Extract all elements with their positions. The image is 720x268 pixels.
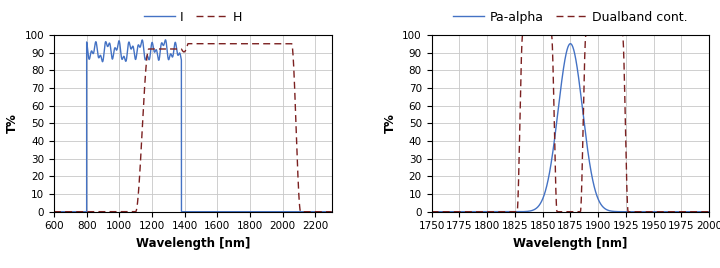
Line: H: H <box>54 44 332 212</box>
I <box>50 210 58 213</box>
I <box>99 56 108 59</box>
Pa-alpha <box>555 100 564 103</box>
H <box>292 133 301 136</box>
Pa-alpha <box>697 210 706 213</box>
Pa-alpha <box>441 210 450 213</box>
Pa-alpha <box>705 210 714 213</box>
Pa-alpha <box>427 210 436 213</box>
Pa-alpha <box>566 42 575 45</box>
Dualband cont. <box>475 210 484 213</box>
Dualband cont. <box>534 33 542 36</box>
H <box>168 47 177 51</box>
X-axis label: Wavelength [nm]: Wavelength [nm] <box>513 237 628 250</box>
I <box>131 57 140 60</box>
Dualband cont. <box>700 210 708 213</box>
I <box>100 50 109 53</box>
Pa-alpha <box>562 50 571 53</box>
Y-axis label: T%: T% <box>6 113 19 133</box>
H <box>328 210 336 213</box>
I <box>130 54 139 57</box>
Y-axis label: T%: T% <box>384 113 397 133</box>
Dualband cont. <box>459 210 467 213</box>
X-axis label: Wavelength [nm]: Wavelength [nm] <box>135 237 250 250</box>
H <box>322 210 330 213</box>
Line: Dualband cont.: Dualband cont. <box>431 35 709 212</box>
Dualband cont. <box>427 210 436 213</box>
H <box>50 210 58 213</box>
Legend: Pa-alpha, Dualband cont.: Pa-alpha, Dualband cont. <box>448 6 693 29</box>
Line: I: I <box>54 40 332 212</box>
I <box>161 38 170 42</box>
Pa-alpha <box>697 210 706 213</box>
I <box>328 210 336 213</box>
H <box>98 210 107 213</box>
I <box>171 42 180 45</box>
I <box>122 57 131 60</box>
Dualband cont. <box>518 33 527 36</box>
H <box>81 210 90 213</box>
Dualband cont. <box>546 33 554 36</box>
H <box>156 47 165 51</box>
Line: Pa-alpha: Pa-alpha <box>431 44 709 212</box>
Dualband cont. <box>670 210 678 213</box>
Pa-alpha <box>646 210 654 213</box>
Dualband cont. <box>705 210 714 213</box>
H <box>184 42 192 45</box>
Legend: I, H: I, H <box>139 6 247 29</box>
